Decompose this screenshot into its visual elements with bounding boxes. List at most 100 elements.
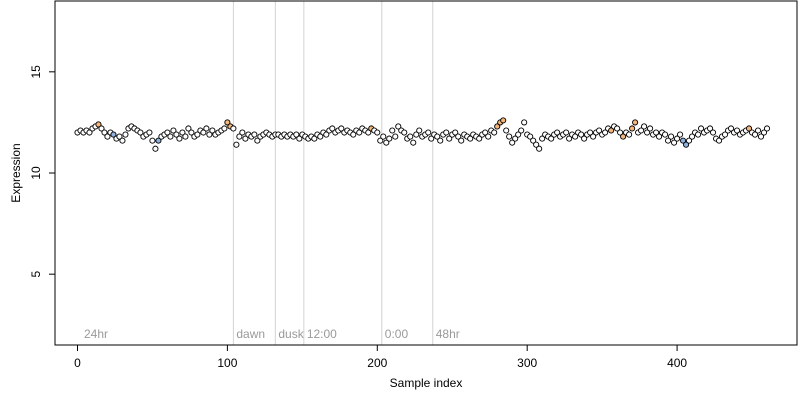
data-point	[401, 129, 408, 136]
data-point	[482, 129, 489, 136]
data-point	[485, 133, 492, 140]
data-point	[173, 131, 180, 138]
data-point	[674, 135, 681, 142]
data-point	[338, 125, 345, 132]
data-point	[467, 135, 474, 142]
marker-label: 0:00	[385, 327, 409, 341]
data-point	[236, 133, 243, 140]
data-point	[707, 125, 714, 132]
data-point	[632, 119, 639, 126]
x-tick-label: 0	[74, 356, 81, 370]
data-point	[563, 129, 570, 136]
data-point	[710, 129, 717, 136]
data-point	[515, 131, 522, 138]
data-point	[389, 127, 396, 134]
data-point	[311, 135, 318, 142]
data-point	[164, 129, 171, 136]
data-point	[152, 145, 159, 152]
data-point	[155, 137, 162, 144]
data-point	[757, 133, 765, 140]
data-point	[446, 135, 453, 142]
y-tick-label: 5	[29, 271, 43, 278]
data-point	[329, 125, 336, 132]
data-point	[122, 131, 129, 138]
data-point	[733, 127, 741, 134]
data-point	[296, 135, 303, 142]
data-point	[500, 117, 507, 124]
data-point	[365, 129, 372, 136]
data-point	[590, 133, 597, 140]
data-point	[86, 129, 93, 136]
x-tick-label: 100	[217, 356, 237, 370]
data-point	[698, 125, 705, 132]
x-tick-label: 300	[517, 356, 537, 370]
data-point	[554, 129, 561, 136]
x-axis: 0 100 200 300 400	[74, 344, 687, 370]
data-point	[167, 133, 174, 140]
data-point	[695, 131, 702, 138]
data-point	[602, 129, 609, 136]
data-point	[662, 131, 669, 138]
vertical-marker-labels: dawn dusk 12:00 0:00 48hr	[236, 327, 459, 341]
y-tick-label: 10	[29, 166, 43, 180]
data-point	[668, 133, 675, 140]
data-point	[638, 127, 645, 134]
data-points	[74, 117, 771, 152]
data-point	[506, 133, 513, 140]
data-point	[518, 127, 525, 134]
data-point	[452, 129, 459, 136]
data-point	[392, 133, 399, 140]
marker-label: 48hr	[436, 327, 460, 341]
data-point	[491, 129, 498, 136]
data-point	[566, 135, 573, 142]
data-point	[680, 137, 687, 144]
data-point	[407, 133, 414, 140]
data-point	[416, 127, 423, 134]
data-point	[182, 133, 189, 140]
data-point	[644, 129, 651, 136]
data-point	[413, 131, 420, 138]
data-point	[242, 135, 249, 142]
data-point	[596, 127, 603, 134]
data-point	[116, 133, 123, 140]
data-point	[293, 131, 300, 138]
data-point	[653, 129, 660, 136]
x-axis-title: Sample index	[390, 376, 463, 390]
data-point	[356, 129, 363, 136]
data-point	[548, 135, 555, 142]
data-point	[608, 127, 615, 134]
data-point	[686, 137, 693, 144]
data-point	[104, 133, 111, 140]
data-point	[763, 125, 771, 132]
data-point	[626, 131, 633, 138]
data-point	[233, 141, 240, 148]
data-point	[539, 135, 546, 142]
data-point	[745, 125, 753, 132]
data-point	[203, 125, 210, 132]
data-point	[671, 139, 678, 146]
data-point	[179, 129, 186, 136]
data-point	[578, 131, 585, 138]
data-point	[587, 129, 594, 136]
data-point	[119, 137, 126, 144]
data-point	[683, 141, 690, 148]
data-point	[206, 131, 213, 138]
data-point	[251, 131, 258, 138]
data-point	[527, 133, 534, 140]
y-axis-title: Expression	[9, 143, 23, 202]
data-point	[350, 131, 357, 138]
data-point	[323, 131, 330, 138]
data-point	[410, 139, 417, 146]
data-point	[727, 125, 735, 132]
data-point	[149, 137, 156, 144]
data-point	[656, 133, 663, 140]
data-point	[716, 137, 723, 144]
data-point	[185, 125, 192, 132]
data-point	[200, 129, 207, 136]
data-point	[614, 125, 621, 132]
y-axis: 5 10 15	[29, 65, 56, 278]
data-point	[509, 139, 516, 146]
data-point	[455, 133, 462, 140]
data-point	[428, 135, 435, 142]
